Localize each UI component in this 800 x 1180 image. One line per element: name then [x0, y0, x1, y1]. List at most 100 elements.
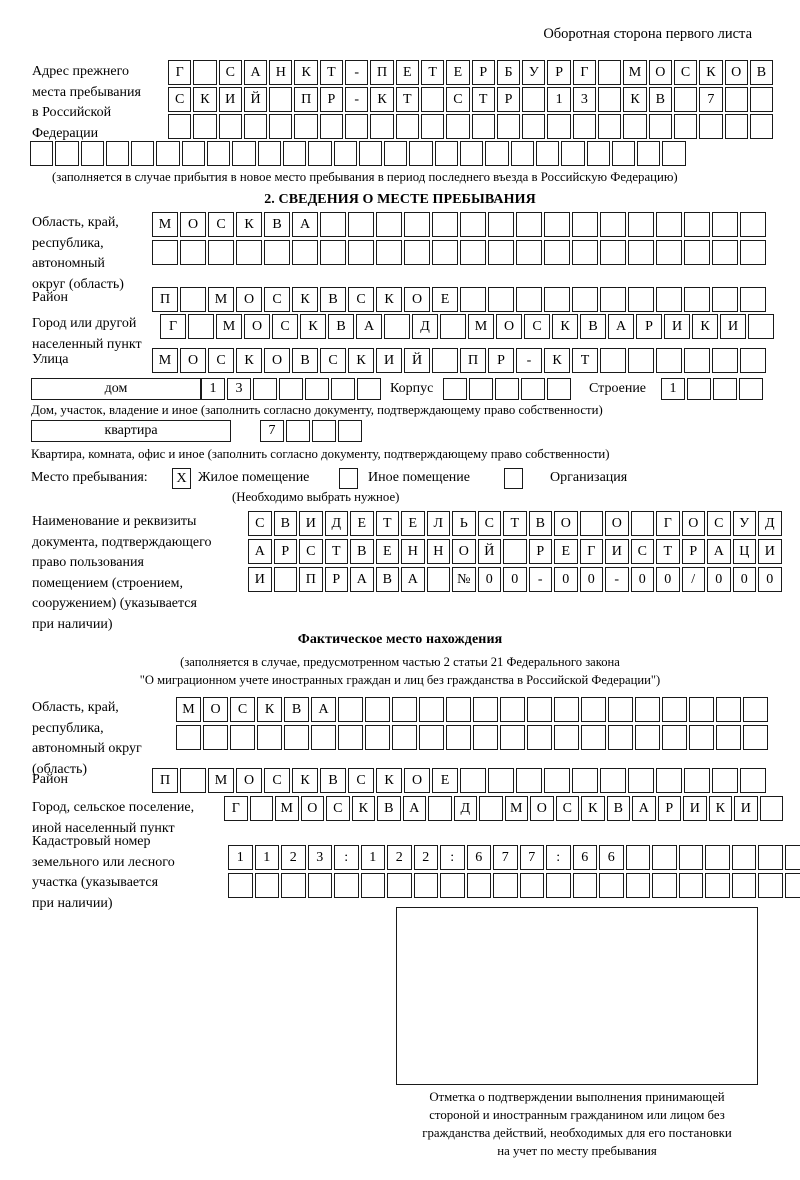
char-cell[interactable] — [547, 114, 571, 139]
char-cell[interactable] — [80, 141, 104, 166]
char-cell[interactable]: Н — [401, 539, 425, 564]
char-cell[interactable]: Г — [160, 314, 186, 339]
char-cell[interactable]: / — [681, 567, 705, 592]
flat-number-cells[interactable]: 7 — [260, 420, 362, 442]
char-cell[interactable] — [581, 697, 606, 722]
char-cell[interactable] — [55, 141, 79, 166]
char-cell[interactable]: М — [504, 796, 528, 821]
char-cell[interactable]: К — [292, 768, 318, 793]
char-cell[interactable] — [409, 141, 433, 166]
char-cell[interactable] — [611, 141, 636, 166]
char-cell[interactable]: Е — [432, 287, 458, 312]
char-cell[interactable]: А — [401, 567, 425, 592]
char-cell[interactable]: О — [496, 314, 522, 339]
char-cell[interactable] — [331, 378, 355, 400]
char-cell[interactable]: И — [720, 314, 746, 339]
char-cell[interactable]: У — [732, 511, 756, 536]
char-cell[interactable] — [544, 287, 570, 312]
char-cell[interactable] — [284, 725, 309, 750]
char-cell[interactable] — [554, 697, 579, 722]
char-cell[interactable] — [500, 725, 525, 750]
char-cell[interactable] — [705, 873, 730, 898]
char-cell[interactable]: С — [348, 287, 374, 312]
char-cell[interactable] — [547, 378, 571, 400]
char-cell[interactable] — [426, 567, 450, 592]
char-cell[interactable]: 1 — [547, 87, 571, 112]
char-cell[interactable]: В — [528, 511, 552, 536]
char-cell[interactable] — [522, 87, 546, 112]
char-cell[interactable]: 1 — [254, 845, 279, 870]
char-cell[interactable] — [561, 141, 585, 166]
char-cell[interactable] — [516, 240, 542, 265]
char-cell[interactable] — [333, 141, 357, 166]
char-cell[interactable] — [623, 114, 647, 139]
char-cell[interactable] — [635, 725, 660, 750]
char-cell[interactable] — [432, 212, 458, 237]
char-cell[interactable]: Р — [471, 60, 495, 85]
char-cell[interactable] — [420, 87, 445, 112]
char-cell[interactable]: О — [236, 768, 262, 793]
char-cell[interactable]: С — [348, 768, 374, 793]
char-cell[interactable]: С — [264, 287, 290, 312]
char-cell[interactable]: 7 — [519, 845, 544, 870]
char-cell[interactable]: М — [152, 348, 178, 373]
char-cell[interactable]: С — [477, 511, 501, 536]
char-cell[interactable]: О — [203, 697, 228, 722]
char-cell[interactable] — [724, 87, 748, 112]
char-cell[interactable]: 0 — [732, 567, 756, 592]
char-cell[interactable] — [684, 768, 710, 793]
char-cell[interactable]: С — [299, 539, 323, 564]
stroenie-cells[interactable]: 1 — [661, 378, 763, 400]
char-cell[interactable]: О — [236, 287, 262, 312]
char-cell[interactable] — [232, 141, 256, 166]
char-cell[interactable]: Г — [579, 539, 603, 564]
char-cell[interactable]: М — [176, 697, 201, 722]
korpus-cells[interactable] — [443, 378, 571, 400]
char-cell[interactable] — [180, 240, 206, 265]
char-cell[interactable] — [446, 114, 470, 139]
char-cell[interactable]: Р — [319, 87, 344, 112]
char-cell[interactable] — [731, 873, 756, 898]
char-cell[interactable]: Т — [395, 87, 419, 112]
char-cell[interactable] — [319, 114, 344, 139]
char-cell[interactable] — [181, 141, 206, 166]
char-cell[interactable]: Р — [657, 796, 681, 821]
char-cell[interactable] — [519, 873, 544, 898]
char-cell[interactable] — [625, 845, 650, 870]
char-cell[interactable]: К — [376, 287, 402, 312]
checkbox-organization[interactable] — [504, 468, 523, 489]
char-cell[interactable] — [471, 114, 495, 139]
stamp-box[interactable] — [396, 907, 758, 1085]
char-cell[interactable]: 1 — [228, 845, 253, 870]
char-cell[interactable]: Б — [496, 60, 521, 85]
char-cell[interactable]: О — [681, 511, 705, 536]
char-cell[interactable]: Р — [324, 567, 348, 592]
char-cell[interactable] — [384, 141, 408, 166]
char-cell[interactable] — [712, 768, 738, 793]
char-cell[interactable] — [365, 725, 390, 750]
char-cell[interactable] — [488, 287, 514, 312]
char-cell[interactable] — [687, 378, 711, 400]
char-cell[interactable] — [689, 697, 714, 722]
char-cell[interactable]: П — [152, 768, 178, 793]
char-cell[interactable]: В — [284, 697, 309, 722]
char-cell[interactable] — [662, 141, 686, 166]
char-cell[interactable]: Й — [477, 539, 501, 564]
char-cell[interactable] — [440, 873, 465, 898]
char-cell[interactable] — [600, 212, 626, 237]
char-cell[interactable]: В — [648, 87, 672, 112]
prev-address-row-3[interactable] — [168, 114, 774, 139]
char-cell[interactable]: В — [264, 212, 290, 237]
char-cell[interactable] — [522, 114, 546, 139]
char-cell[interactable] — [749, 114, 774, 139]
char-cell[interactable]: С — [208, 212, 234, 237]
char-cell[interactable] — [546, 873, 571, 898]
char-cell[interactable] — [784, 845, 800, 870]
char-cell[interactable] — [554, 725, 579, 750]
char-cell[interactable] — [243, 114, 268, 139]
char-cell[interactable] — [748, 314, 774, 339]
char-cell[interactable]: С — [264, 768, 290, 793]
